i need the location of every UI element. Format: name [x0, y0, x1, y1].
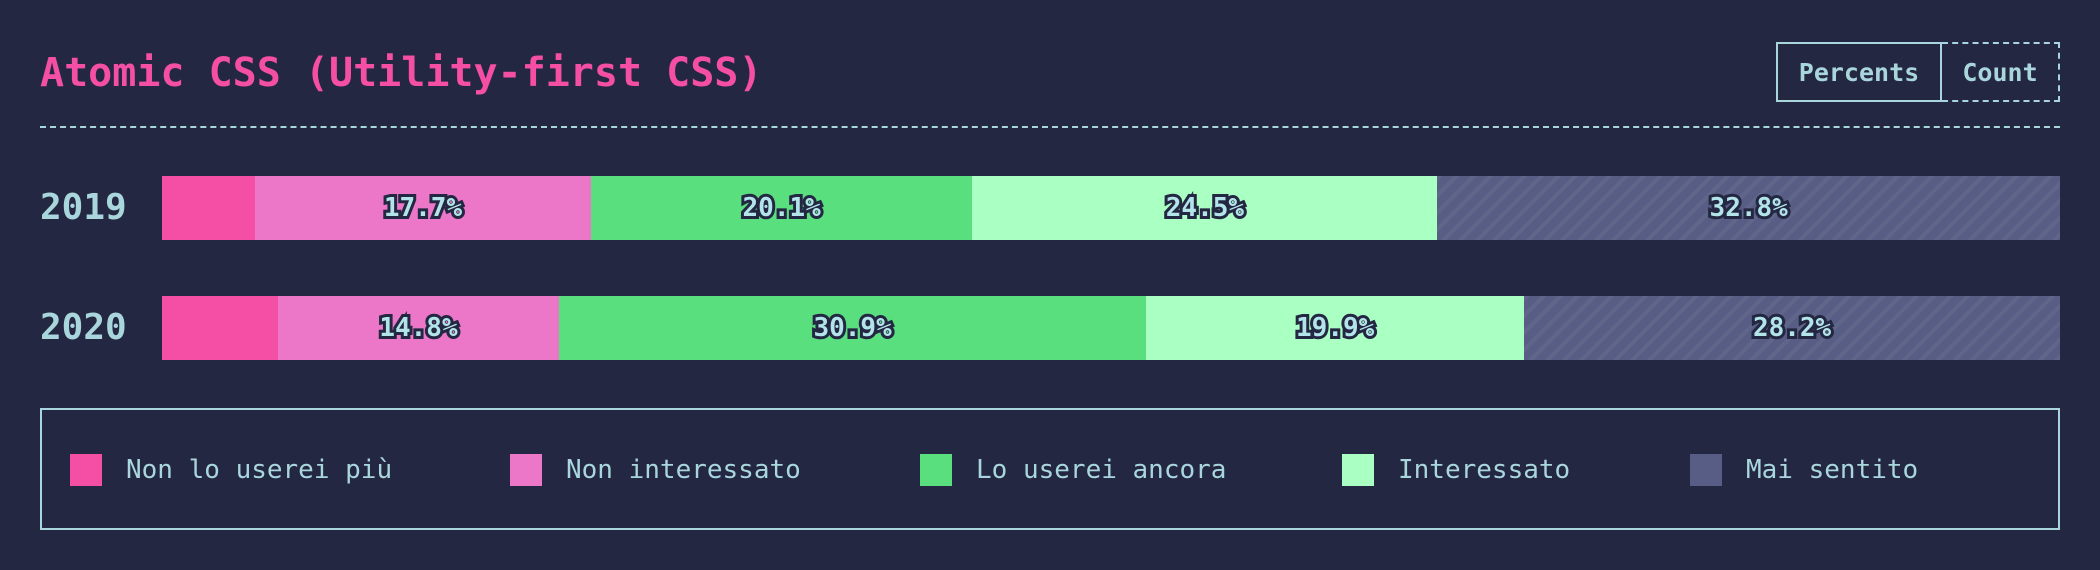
data-label: 28.2% — [1750, 310, 1834, 346]
units-toggle: Percents Count — [1776, 42, 2060, 102]
bar-segment-2020-lo-userei-ancora[interactable]: 30.9% — [559, 296, 1147, 360]
data-label: 17.7% — [381, 190, 465, 226]
legend-label: Lo userei ancora — [976, 455, 1227, 485]
legend-item-lo-userei-ancora[interactable]: Lo userei ancora — [920, 454, 1226, 486]
row-label-2020: 2020 — [40, 307, 127, 348]
bar-segment-2020-interessato[interactable]: 19.9% — [1146, 296, 1525, 360]
legend-swatch — [1690, 454, 1722, 486]
stacked-bar-2020: 14.8% 30.9% 19.9% 28.2% — [162, 296, 2060, 360]
legend-item-interessato[interactable]: Interessato — [1342, 454, 1570, 486]
legend-swatch — [1342, 454, 1374, 486]
legend-label: Non interessato — [566, 455, 801, 485]
bar-row-2020: 2020 14.8% 30.9% 19.9% 28.2% — [40, 296, 2060, 360]
row-label-2019: 2019 — [40, 187, 127, 228]
legend-swatch — [70, 454, 102, 486]
legend-swatch — [920, 454, 952, 486]
data-label: 14.8% — [376, 310, 460, 346]
chart-header: Atomic CSS (Utility-first CSS) Percents … — [40, 40, 2060, 128]
legend-label: Non lo userei più — [126, 455, 393, 485]
legend-swatch — [510, 454, 542, 486]
data-label: 32.8% — [1707, 190, 1791, 226]
legend-label: Interessato — [1398, 455, 1571, 485]
stacked-bar-2019: 17.7% 20.1% 24.5% 32.8% — [162, 176, 2060, 240]
chart-title: Atomic CSS (Utility-first CSS) — [40, 50, 763, 96]
data-label: 20.1% — [740, 190, 824, 226]
bar-segment-2019-interessato[interactable]: 24.5% — [972, 176, 1438, 240]
bar-segment-2020-non-interessato[interactable]: 14.8% — [277, 296, 560, 360]
count-button[interactable]: Count — [1942, 42, 2060, 102]
data-label: 24.5% — [1163, 190, 1247, 226]
bar-segment-2020-non-lo-userei-piu[interactable] — [162, 296, 278, 360]
bar-segment-2020-mai-sentito[interactable]: 28.2% — [1524, 296, 2060, 360]
legend-item-mai-sentito[interactable]: Mai sentito — [1690, 454, 1918, 486]
chart-legend: Non lo userei più Non interessato Lo use… — [40, 408, 2060, 530]
legend-item-non-lo-userei-piu[interactable]: Non lo userei più — [70, 454, 392, 486]
data-label: 30.9% — [810, 310, 894, 346]
bar-segment-2019-lo-userei-ancora[interactable]: 20.1% — [590, 176, 973, 240]
bar-segment-2019-non-interessato[interactable]: 17.7% — [255, 176, 591, 240]
data-label: 19.9% — [1293, 310, 1377, 346]
bar-segment-2019-mai-sentito[interactable]: 32.8% — [1437, 176, 2060, 240]
legend-label: Mai sentito — [1746, 455, 1919, 485]
percents-button[interactable]: Percents — [1776, 42, 1942, 102]
header-divider — [40, 126, 2060, 128]
bar-segment-2019-non-lo-userei-piu[interactable] — [162, 176, 255, 240]
legend-item-non-interessato[interactable]: Non interessato — [510, 454, 801, 486]
bar-row-2019: 2019 17.7% 20.1% 24.5% 32.8% — [40, 176, 2060, 240]
